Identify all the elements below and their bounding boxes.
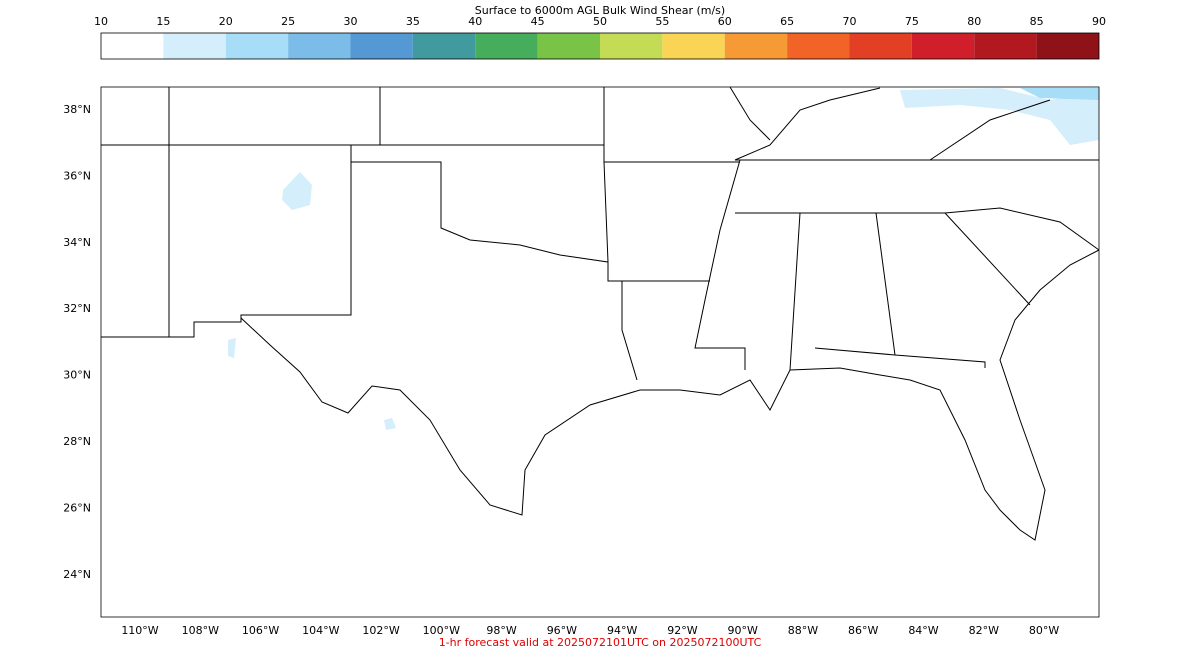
state-border bbox=[101, 87, 740, 338]
lat-label: 24°N bbox=[63, 568, 91, 581]
colorbar-tick-label: 85 bbox=[1030, 15, 1044, 28]
colorbar-bin bbox=[412, 33, 476, 59]
map-frame bbox=[100, 86, 1100, 618]
lon-label: 102°W bbox=[362, 624, 399, 637]
colorbar-bin bbox=[475, 33, 538, 59]
lon-label: 100°W bbox=[423, 624, 460, 637]
borders bbox=[101, 86, 1100, 541]
colorbar-tick-label: 35 bbox=[406, 15, 420, 28]
shear-patch bbox=[282, 172, 312, 210]
state-border bbox=[621, 86, 1100, 381]
lon-label: 110°W bbox=[121, 624, 158, 637]
colorbar-tick-label: 25 bbox=[281, 15, 295, 28]
lon-label: 90°W bbox=[728, 624, 758, 637]
lon-label: 84°W bbox=[908, 624, 938, 637]
colorbar-tick-label: 15 bbox=[156, 15, 170, 28]
colorbar-tick-label: 40 bbox=[468, 15, 482, 28]
colorbar-bin bbox=[911, 33, 975, 59]
shear-patch bbox=[228, 338, 236, 358]
colorbar-bin bbox=[163, 33, 226, 59]
colorbar-tick-label: 45 bbox=[531, 15, 545, 28]
colorbar-bin bbox=[787, 33, 850, 59]
lon-label: 98°W bbox=[486, 624, 516, 637]
lat-label: 38°N bbox=[63, 103, 91, 116]
lon-label: 82°W bbox=[969, 624, 999, 637]
colorbar-tick-label: 65 bbox=[780, 15, 794, 28]
lon-label: 108°W bbox=[182, 624, 219, 637]
colorbar-frame bbox=[100, 32, 1100, 60]
colorbar-tick-label: 60 bbox=[718, 15, 732, 28]
colorbar-bin bbox=[662, 33, 725, 59]
colorbar-bin bbox=[724, 33, 788, 59]
coastline bbox=[240, 249, 1100, 541]
colorbar: 10 15 20 25 30 35 40 45 50 55 60 65 70 75 80 85 90 bbox=[94, 15, 1106, 59]
colorbar-tick-label: 70 bbox=[843, 15, 857, 28]
colorbar-bin bbox=[350, 33, 413, 59]
colorbar-bin bbox=[974, 33, 1037, 59]
colorbar-tick-label: 50 bbox=[593, 15, 607, 28]
shear-patch bbox=[1020, 88, 1099, 100]
colorbar-tick-label: 10 bbox=[94, 15, 108, 28]
shear-patch bbox=[384, 418, 396, 430]
footer: 1-hr forecast valid at 2025072101UTC on … bbox=[439, 636, 762, 649]
lon-label: 96°W bbox=[547, 624, 577, 637]
lat-label: 26°N bbox=[63, 501, 91, 514]
lon-label: 80°W bbox=[1029, 624, 1059, 637]
colorbar-tick-label: 20 bbox=[219, 15, 233, 28]
colorbar-tick-label: 55 bbox=[655, 15, 669, 28]
shear-patches bbox=[228, 88, 1099, 430]
colorbar-bin bbox=[1036, 33, 1099, 59]
colorbar-tick-label: 75 bbox=[905, 15, 919, 28]
lat-label: 32°N bbox=[63, 302, 91, 315]
lat-label: 28°N bbox=[63, 435, 91, 448]
colorbar-tick-label: 90 bbox=[1092, 15, 1106, 28]
shear-patch bbox=[900, 88, 1099, 145]
colorbar-bin bbox=[600, 33, 663, 59]
lon-label: 92°W bbox=[667, 624, 697, 637]
colorbar-bin bbox=[537, 33, 600, 59]
lon-label: 104°W bbox=[302, 624, 339, 637]
lat-label: 36°N bbox=[63, 169, 91, 182]
colorbar-bin bbox=[849, 33, 912, 59]
colorbar-bin bbox=[288, 33, 351, 59]
lon-label: 88°W bbox=[788, 624, 818, 637]
lon-label: 86°W bbox=[848, 624, 878, 637]
lat-label: 34°N bbox=[63, 236, 91, 249]
lat-label: 30°N bbox=[63, 369, 91, 382]
colorbar-bin bbox=[225, 33, 289, 59]
colorbar-bin bbox=[101, 33, 164, 59]
colorbar-tick-label: 30 bbox=[344, 15, 358, 28]
lon-label: 106°W bbox=[242, 624, 279, 637]
graticule-labels: 38°N 36°N 34°N 32°N 30°N 28°N 26°N 24°N 110°W 108… bbox=[63, 103, 1059, 637]
colorbar-tick-label: 80 bbox=[967, 15, 981, 28]
lon-label: 94°W bbox=[607, 624, 637, 637]
colorbar-title: Surface to 6000m AGL Bulk Wind Shear (m/… bbox=[475, 4, 725, 17]
